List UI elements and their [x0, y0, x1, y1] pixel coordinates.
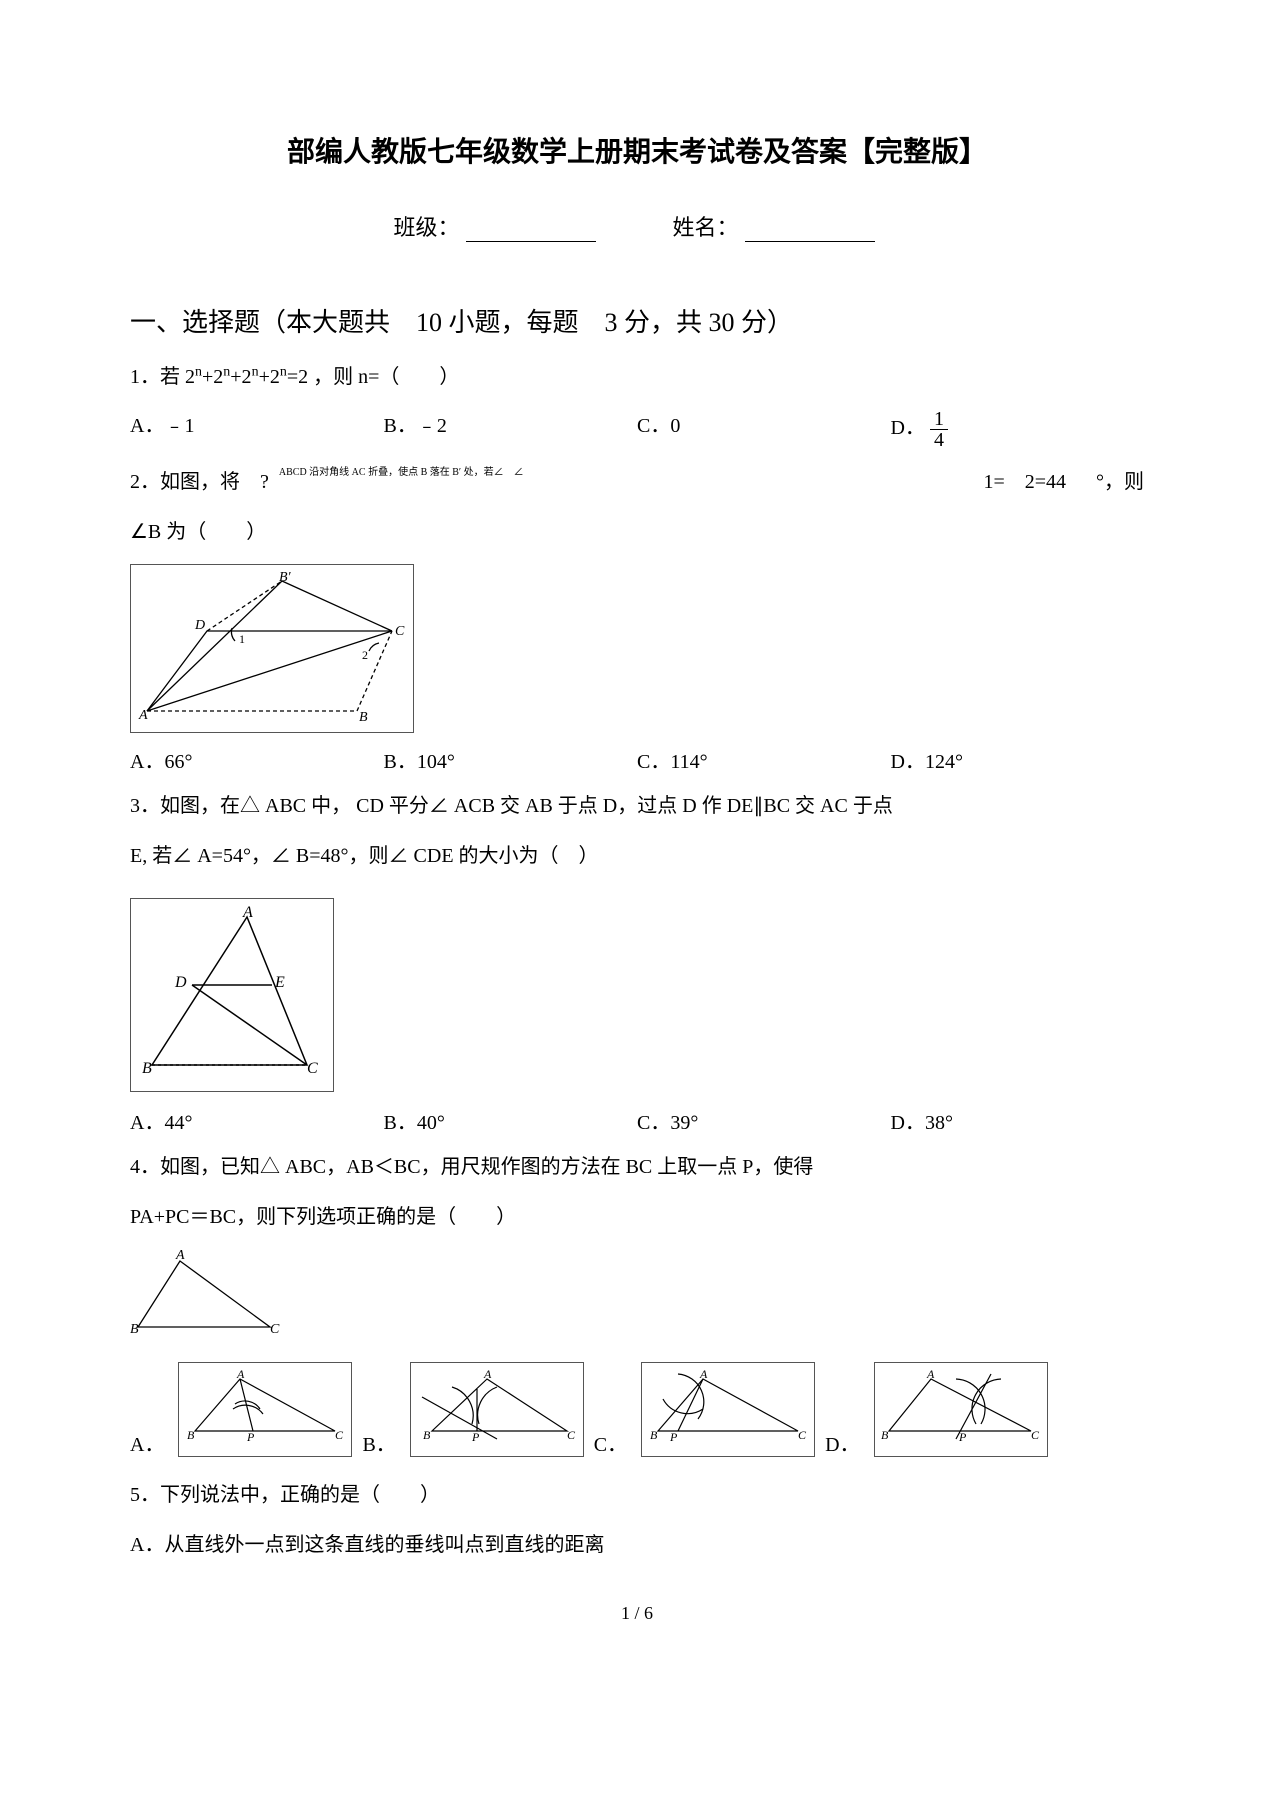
- q4-options: A． A B C P B． A B C P C．: [130, 1362, 1144, 1457]
- q4-opt-d-fig: A B C P: [874, 1362, 1048, 1457]
- svg-text:D: D: [174, 974, 187, 991]
- svg-text:A: A: [175, 1249, 185, 1263]
- svg-text:A: A: [242, 905, 253, 921]
- q4-opt-b-fig: A B C P: [410, 1362, 584, 1457]
- q4-opt-c-label[interactable]: C．: [594, 1428, 627, 1457]
- q2-right2: °，则: [1096, 464, 1144, 500]
- q1-tail: =2 ，则 n=（ ）: [287, 366, 460, 388]
- svg-text:P: P: [958, 1430, 967, 1444]
- q4-opt-b-label[interactable]: B．: [362, 1428, 395, 1457]
- svg-text:C: C: [335, 1428, 344, 1442]
- svg-text:A: A: [699, 1369, 708, 1381]
- q3-opt-b[interactable]: B．40°: [384, 1106, 638, 1135]
- svg-text:C: C: [395, 624, 405, 639]
- q2-opt-a[interactable]: A．66°: [130, 745, 384, 774]
- svg-text:C: C: [270, 1322, 280, 1337]
- svg-text:E: E: [274, 974, 285, 991]
- svg-text:A: A: [138, 708, 148, 721]
- q2-prefix: 2．如图，将 ?: [130, 464, 269, 500]
- svg-text:B: B: [881, 1428, 889, 1442]
- q2-options: A．66° B．104° C．114° D．124°: [130, 745, 1144, 774]
- q3-figure: A D E B C: [130, 898, 334, 1092]
- q4-opt-a-fig: A B C P: [178, 1362, 352, 1457]
- q1-frac-den: 4: [930, 430, 948, 450]
- svg-text:B: B: [130, 1322, 139, 1337]
- document-title: 部编人教版七年级数学上册期末考试卷及答案【完整版】: [130, 130, 1144, 170]
- q1-frac-num: 1: [930, 409, 948, 430]
- student-info-line: 班级： 姓名：: [130, 210, 1144, 242]
- q4-given-figure: A B C: [130, 1249, 1144, 1344]
- q3-opt-a[interactable]: A．44°: [130, 1106, 384, 1135]
- q1-d-label: D．: [891, 417, 925, 439]
- svg-text:P: P: [471, 1430, 480, 1444]
- q1-fraction: 1 4: [930, 409, 948, 450]
- q1-opt-a[interactable]: A．﹣1: [130, 409, 384, 450]
- name-blank[interactable]: [745, 220, 875, 242]
- svg-text:A: A: [483, 1369, 492, 1381]
- question-2-line1: 2．如图，将 ? ABCD 沿对角线 AC 折叠，使点 B 落在 B′ 处，若∠…: [130, 464, 1144, 500]
- svg-text:B: B: [650, 1428, 658, 1442]
- q3-opt-c[interactable]: C．39°: [637, 1106, 891, 1135]
- q1-opt-b[interactable]: B．﹣2: [384, 409, 638, 450]
- q4-opt-a-label[interactable]: A．: [130, 1428, 164, 1457]
- q4-opt-c-fig: A B C P: [641, 1362, 815, 1457]
- question-5-line1: 5．下列说法中，正确的是（ ）: [130, 1477, 1144, 1513]
- q2-opt-b[interactable]: B．104°: [384, 745, 638, 774]
- q1-opt-c[interactable]: C．0: [637, 409, 891, 450]
- q3-options: A．44° B．40° C．39° D．38°: [130, 1106, 1144, 1135]
- question-3-line1: 3．如图，在△ ABC 中， CD 平分∠ ACB 交 AB 于点 D，过点 D…: [130, 788, 1144, 824]
- q3-opt-d[interactable]: D．38°: [891, 1106, 1145, 1135]
- svg-text:B: B: [187, 1428, 195, 1442]
- name-label: 姓名：: [673, 215, 739, 240]
- q2-figure: B′ D C A B 1 2: [130, 564, 414, 733]
- svg-text:C: C: [798, 1428, 807, 1442]
- q1-options: A．﹣1 B．﹣2 C．0 D． 1 4: [130, 409, 1144, 450]
- section-1-heading: 一、选择题（本大题共 10 小题，每题 3 分，共 30 分）: [130, 302, 1144, 339]
- q5-opt-a[interactable]: A．从直线外一点到这条直线的垂线叫点到直线的距离: [130, 1527, 1144, 1563]
- svg-text:B′: B′: [279, 571, 292, 585]
- q2-right1: 1= 2=44: [983, 464, 1066, 500]
- class-label: 班级：: [393, 215, 459, 240]
- q2-smallnote: ABCD 沿对角线 AC 折叠，使点 B 落在 B′ 处，若∠ ∠: [279, 464, 524, 482]
- q1-p3: +2: [259, 366, 280, 388]
- q2-opt-c[interactable]: C．114°: [637, 745, 891, 774]
- class-blank[interactable]: [466, 220, 596, 242]
- q1-p2: +2: [230, 366, 251, 388]
- svg-text:P: P: [246, 1430, 255, 1444]
- svg-text:C: C: [1031, 1428, 1040, 1442]
- svg-text:B: B: [142, 1060, 152, 1077]
- q1-opt-d[interactable]: D． 1 4: [891, 409, 1145, 450]
- q4-opt-d-label[interactable]: D．: [825, 1428, 859, 1457]
- q1-sup3: n: [252, 364, 259, 379]
- svg-text:2: 2: [362, 648, 368, 662]
- svg-text:A: A: [926, 1369, 935, 1381]
- question-3-line2: E, 若∠ A=54°，∠ B=48°，则∠ CDE 的大小为（ ）: [130, 838, 1144, 874]
- question-2-line2: ∠B 为（ ）: [130, 514, 1144, 550]
- q2-opt-d[interactable]: D．124°: [891, 745, 1145, 774]
- page-number: 1 / 6: [130, 1603, 1144, 1624]
- question-4-line1: 4．如图，已知△ ABC，AB＜BC，用尺规作图的方法在 BC 上取一点 P，使…: [130, 1149, 1144, 1185]
- svg-text:P: P: [669, 1430, 678, 1444]
- q1-stem-a: 1．若 2: [130, 366, 195, 388]
- question-4-line2: PA+PC＝BC，则下列选项正确的是（ ）: [130, 1199, 1144, 1235]
- q1-p1: +2: [202, 366, 223, 388]
- svg-text:1: 1: [239, 632, 245, 646]
- q1-sup4: n: [280, 364, 287, 379]
- svg-text:A: A: [236, 1369, 245, 1381]
- svg-text:D: D: [194, 618, 205, 633]
- question-1: 1．若 2n+2n+2n+2n=2 ，则 n=（ ）: [130, 359, 1144, 395]
- svg-text:B: B: [423, 1428, 431, 1442]
- q1-sup1: n: [195, 364, 202, 379]
- svg-text:C: C: [567, 1428, 576, 1442]
- svg-text:B: B: [359, 710, 368, 721]
- svg-text:C: C: [307, 1060, 318, 1077]
